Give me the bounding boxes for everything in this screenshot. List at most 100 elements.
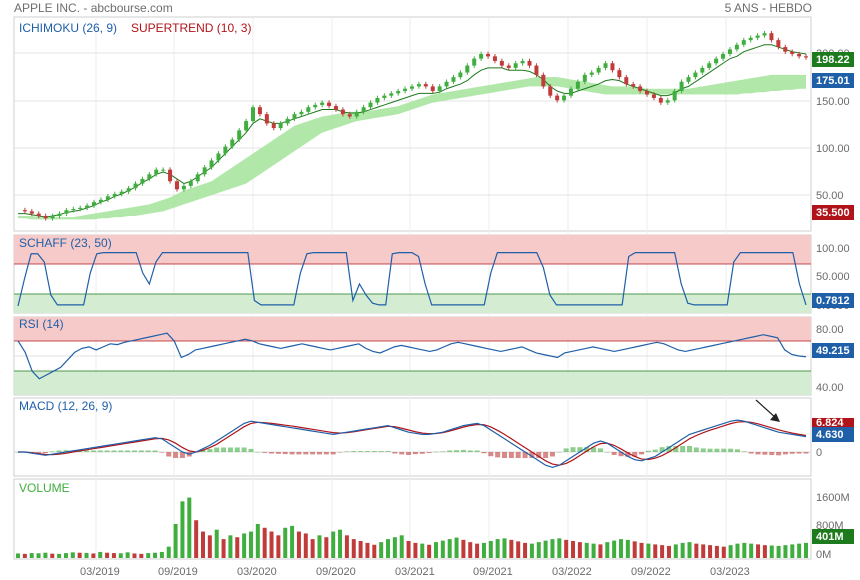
volume-bar-73 <box>516 541 521 558</box>
macd-histogram-bar-90 <box>632 452 638 457</box>
price-candle-9 <box>78 207 83 210</box>
macd-histogram-bar-63 <box>447 450 453 452</box>
macd-histogram-bar-56 <box>399 452 405 455</box>
price-candle-42 <box>306 107 311 112</box>
macd-histogram-bar-14 <box>111 450 117 452</box>
macd-histogram-bar-31 <box>227 447 233 452</box>
price-low-badge <box>812 205 854 220</box>
rsi-tick-40: 40.00 <box>816 382 844 394</box>
volume-bar-84 <box>591 543 596 558</box>
price-candle-114 <box>804 56 808 58</box>
volume-bar-30 <box>221 539 226 558</box>
macd-histogram-bar-35 <box>255 452 261 453</box>
volume-bar-86 <box>605 542 610 558</box>
volume-bar-105 <box>735 543 740 558</box>
volume-bar-47 <box>338 529 343 558</box>
volume-bar-70 <box>495 539 500 558</box>
volume-bar-80 <box>564 539 569 558</box>
price-candle-36 <box>264 114 269 124</box>
volume-bar-48 <box>344 535 349 558</box>
price-candle-90 <box>638 86 643 92</box>
macd-histogram-bar-44 <box>316 452 322 455</box>
macd-signal-badge <box>812 418 854 427</box>
volume-bar-6 <box>57 553 62 558</box>
macd-histogram-bar-101 <box>707 448 713 452</box>
rsi-oversold-zone <box>14 371 811 395</box>
chart-source-title: APPLE INC. - abcbourse.com <box>14 1 173 15</box>
price-candle-57 <box>410 86 414 89</box>
macd-histogram-bar-110 <box>769 452 775 455</box>
price-layer <box>18 30 808 221</box>
volume-bar-14 <box>111 553 116 558</box>
price-candle-37 <box>271 123 276 129</box>
macd-histogram-bar-16 <box>125 450 131 452</box>
macd-histogram-bar-64 <box>454 450 460 452</box>
volume-bar-107 <box>749 543 754 558</box>
volume-bar-11 <box>91 553 96 558</box>
price-candle-61 <box>437 86 442 92</box>
x-label-3: 09/2020 <box>316 566 356 578</box>
price-candle-72 <box>513 63 518 68</box>
price-candle-3 <box>36 213 41 216</box>
price-candle-60 <box>430 86 435 92</box>
rsi-value-badge-text: 49.215 <box>816 345 850 357</box>
price-candle-21 <box>161 169 166 171</box>
macd-histogram-bar-54 <box>385 451 391 452</box>
price-high-badge <box>812 52 854 67</box>
macd-histogram-bar-3 <box>36 452 42 453</box>
volume-bar-94 <box>660 545 665 558</box>
macd-histogram-bar-91 <box>639 452 645 455</box>
price-candle-19 <box>147 174 152 179</box>
macd-histogram-bar-21 <box>159 452 165 453</box>
macd-value-badge-text: 4.630 <box>816 429 844 441</box>
volume-bar-100 <box>701 544 706 558</box>
macd-histogram-bar-7 <box>63 450 69 452</box>
macd-histogram-bar-71 <box>502 452 508 458</box>
macd-histogram-bar-96 <box>673 446 679 452</box>
macd-histogram-bar-84 <box>591 447 597 452</box>
volume-bar-15 <box>118 553 123 558</box>
price-candle-96 <box>679 81 684 92</box>
price-candle-93 <box>658 97 663 103</box>
volume-bar-27 <box>201 531 206 558</box>
volume-bar-55 <box>392 537 397 558</box>
volume-bar-82 <box>577 542 582 558</box>
volume-bar-62 <box>440 540 445 558</box>
rsi-line <box>17 332 807 380</box>
macd-histogram-bar-17 <box>131 450 137 452</box>
macd-histogram-bar-28 <box>207 449 213 452</box>
volume-bar-97 <box>680 542 685 558</box>
price-candle-65 <box>465 65 470 73</box>
schaff-tick-100: 100.00 <box>816 243 850 255</box>
macd-histogram-bar-4 <box>42 452 48 454</box>
price-candle-67 <box>479 54 484 59</box>
price-candle-52 <box>375 97 380 103</box>
volume-bar-110 <box>769 545 774 558</box>
price-candle-107 <box>755 35 760 38</box>
price-candle-8 <box>71 209 76 211</box>
macd-histogram-bar-82 <box>577 447 583 452</box>
volume-bar-49 <box>351 539 356 558</box>
macd-histogram-bar-72 <box>508 452 514 458</box>
macd-histogram-bar-83 <box>584 447 590 452</box>
macd-histogram-bar-53 <box>378 451 384 452</box>
volume-bar-87 <box>612 540 617 558</box>
rsi-overbought-zone <box>14 317 811 341</box>
vertical-grid <box>95 17 727 559</box>
price-candle-23 <box>174 181 179 190</box>
price-candle-81 <box>575 81 580 89</box>
rsi-title: RSI (14) <box>19 317 64 331</box>
price-candle-6 <box>57 213 62 216</box>
price-candle-85 <box>603 63 608 68</box>
macd-histogram-bar-106 <box>741 451 747 452</box>
volume-bar-42 <box>303 533 308 558</box>
volume-panel-frame <box>13 478 812 560</box>
macd-histogram-bar-46 <box>330 452 336 455</box>
macd-histogram-bar-38 <box>275 452 281 454</box>
price-candle-113 <box>797 54 802 57</box>
volume-bar-22 <box>166 546 171 558</box>
volume-bar-39 <box>283 527 288 558</box>
macd-histogram-bar-47 <box>337 452 343 453</box>
volume-bar-58 <box>413 542 418 558</box>
schaff-value-badge-text: 0.7812 <box>816 295 850 307</box>
